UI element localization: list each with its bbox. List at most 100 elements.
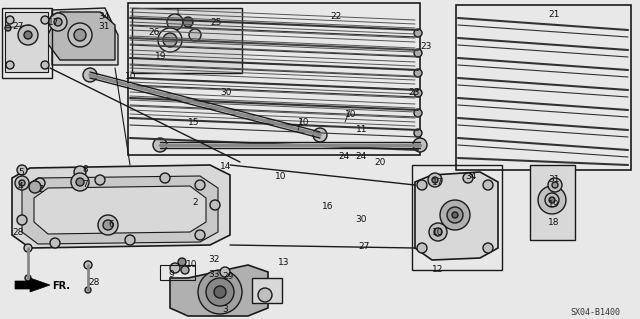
Text: 29: 29 xyxy=(222,272,234,281)
Circle shape xyxy=(74,166,86,178)
Text: 34: 34 xyxy=(98,12,109,21)
Text: 14: 14 xyxy=(220,162,232,171)
Circle shape xyxy=(429,223,447,241)
Text: 10: 10 xyxy=(298,118,310,127)
Text: 34: 34 xyxy=(465,172,476,181)
Circle shape xyxy=(153,138,167,152)
Text: 10: 10 xyxy=(186,260,198,269)
Circle shape xyxy=(167,14,183,30)
Circle shape xyxy=(178,258,186,266)
Text: 20: 20 xyxy=(374,158,385,167)
Circle shape xyxy=(214,286,226,298)
Circle shape xyxy=(85,287,91,293)
Polygon shape xyxy=(12,165,230,248)
Text: 30: 30 xyxy=(355,215,367,224)
Text: 27: 27 xyxy=(358,242,369,251)
Polygon shape xyxy=(415,172,498,260)
Circle shape xyxy=(50,238,60,248)
Text: 10: 10 xyxy=(275,172,287,181)
Circle shape xyxy=(414,29,422,37)
Text: FR.: FR. xyxy=(52,281,70,291)
Bar xyxy=(128,3,420,155)
Circle shape xyxy=(74,29,86,41)
Text: 13: 13 xyxy=(278,258,289,267)
Circle shape xyxy=(545,193,559,207)
Text: 18: 18 xyxy=(548,218,559,227)
Circle shape xyxy=(18,25,38,45)
Circle shape xyxy=(83,68,97,82)
Bar xyxy=(160,265,195,280)
Text: 28: 28 xyxy=(88,278,99,287)
Circle shape xyxy=(170,263,180,273)
Text: 32: 32 xyxy=(208,255,220,264)
Circle shape xyxy=(54,18,62,26)
Text: SX04-B1400: SX04-B1400 xyxy=(570,308,620,317)
Circle shape xyxy=(210,200,220,210)
Text: 17: 17 xyxy=(432,178,444,187)
Circle shape xyxy=(452,212,458,218)
Text: 5: 5 xyxy=(18,168,24,177)
Circle shape xyxy=(6,61,14,69)
Circle shape xyxy=(24,244,32,252)
Circle shape xyxy=(483,180,493,190)
Circle shape xyxy=(25,275,31,281)
Text: 23: 23 xyxy=(420,42,431,51)
Circle shape xyxy=(5,25,11,31)
Circle shape xyxy=(414,69,422,77)
Text: 12: 12 xyxy=(432,265,444,274)
Polygon shape xyxy=(5,12,48,72)
Text: 4: 4 xyxy=(18,182,24,191)
Text: 27: 27 xyxy=(12,22,24,31)
Polygon shape xyxy=(15,278,50,292)
Circle shape xyxy=(35,178,45,188)
Circle shape xyxy=(417,243,427,253)
Circle shape xyxy=(417,180,427,190)
Circle shape xyxy=(432,177,438,183)
Text: 2: 2 xyxy=(192,198,198,207)
Circle shape xyxy=(15,176,29,190)
Text: 7: 7 xyxy=(82,180,88,189)
Circle shape xyxy=(68,23,92,47)
Text: 30: 30 xyxy=(220,88,232,97)
Bar xyxy=(252,278,282,303)
Text: 15: 15 xyxy=(188,118,200,127)
Circle shape xyxy=(414,129,422,137)
Bar xyxy=(132,8,242,73)
Text: 19: 19 xyxy=(548,200,559,209)
Circle shape xyxy=(447,207,463,223)
Circle shape xyxy=(414,49,422,57)
Circle shape xyxy=(198,270,242,314)
Circle shape xyxy=(463,173,473,183)
Text: 10: 10 xyxy=(125,72,136,81)
Circle shape xyxy=(6,16,14,24)
Circle shape xyxy=(549,197,555,203)
Text: 10: 10 xyxy=(345,110,356,119)
Circle shape xyxy=(414,109,422,117)
Text: 28: 28 xyxy=(12,228,24,237)
Text: 1: 1 xyxy=(175,8,180,17)
Circle shape xyxy=(195,230,205,240)
Text: 2: 2 xyxy=(38,185,44,194)
Circle shape xyxy=(95,175,105,185)
Circle shape xyxy=(71,173,89,191)
Text: 26: 26 xyxy=(148,28,159,37)
Bar xyxy=(530,165,575,240)
Circle shape xyxy=(183,17,193,27)
Text: 10: 10 xyxy=(432,228,444,237)
Text: 24: 24 xyxy=(338,152,349,161)
Text: 21: 21 xyxy=(548,10,559,19)
Bar xyxy=(2,8,52,78)
Bar xyxy=(412,165,502,270)
Circle shape xyxy=(538,186,566,214)
Polygon shape xyxy=(22,176,218,244)
Circle shape xyxy=(195,180,205,190)
Circle shape xyxy=(41,16,49,24)
Circle shape xyxy=(84,261,92,269)
Text: 23: 23 xyxy=(408,88,419,97)
Circle shape xyxy=(413,138,427,152)
Circle shape xyxy=(258,288,272,302)
Circle shape xyxy=(125,235,135,245)
Circle shape xyxy=(440,200,470,230)
Text: 8: 8 xyxy=(82,165,88,174)
Polygon shape xyxy=(34,186,206,234)
